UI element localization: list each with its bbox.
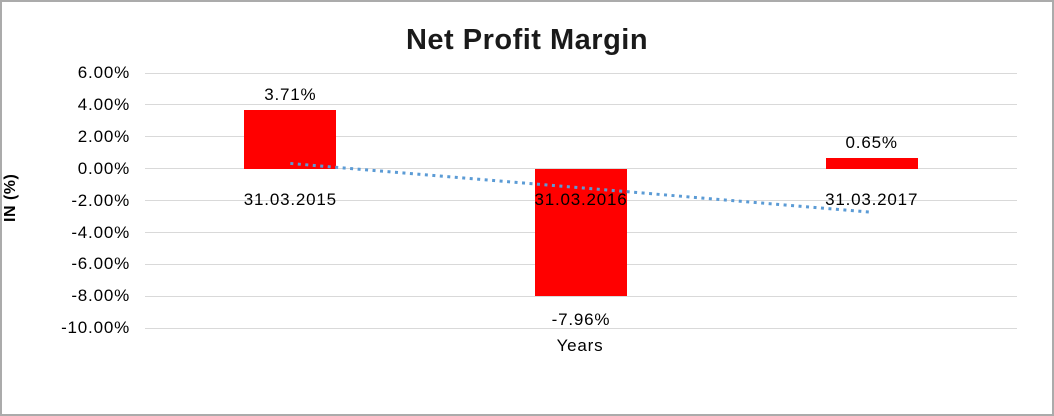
bar-31.03.2017 bbox=[825, 158, 918, 169]
x-axis-title: Years bbox=[556, 336, 604, 355]
gridline bbox=[145, 72, 1017, 74]
y-axis-tick-label: -2.00% bbox=[71, 190, 130, 210]
category-label: 31.03.2015 bbox=[243, 190, 337, 209]
y-axis-title: IN (%) bbox=[2, 173, 19, 222]
y-axis-tick-label: -8.00% bbox=[71, 286, 130, 306]
y-axis-tick-label: 6.00% bbox=[77, 63, 130, 82]
y-axis-tick-label: 0.00% bbox=[77, 158, 130, 178]
y-axis-tick-label: -4.00% bbox=[71, 222, 130, 242]
data-label: 0.65% bbox=[845, 133, 898, 153]
data-label: -7.96% bbox=[551, 309, 611, 329]
y-axis-tick-label: -6.00% bbox=[71, 254, 130, 274]
gridline bbox=[145, 327, 1017, 329]
bar-31.03.2015 bbox=[244, 109, 337, 169]
bar-31.03.2016 bbox=[535, 168, 627, 296]
y-axis-tick-label: 2.00% bbox=[77, 126, 130, 146]
gridline bbox=[145, 136, 1017, 138]
chart-title: Net Profit Margin bbox=[405, 24, 649, 56]
data-label: 3.71% bbox=[264, 84, 317, 104]
category-label: 31.03.2017 bbox=[825, 190, 919, 209]
gridline bbox=[145, 295, 1017, 297]
gridline bbox=[145, 104, 1017, 106]
y-axis-tick-label: 4.00% bbox=[77, 94, 130, 114]
y-axis-tick-label: -10.00% bbox=[61, 318, 130, 338]
category-label: 31.03.2016 bbox=[534, 190, 628, 209]
